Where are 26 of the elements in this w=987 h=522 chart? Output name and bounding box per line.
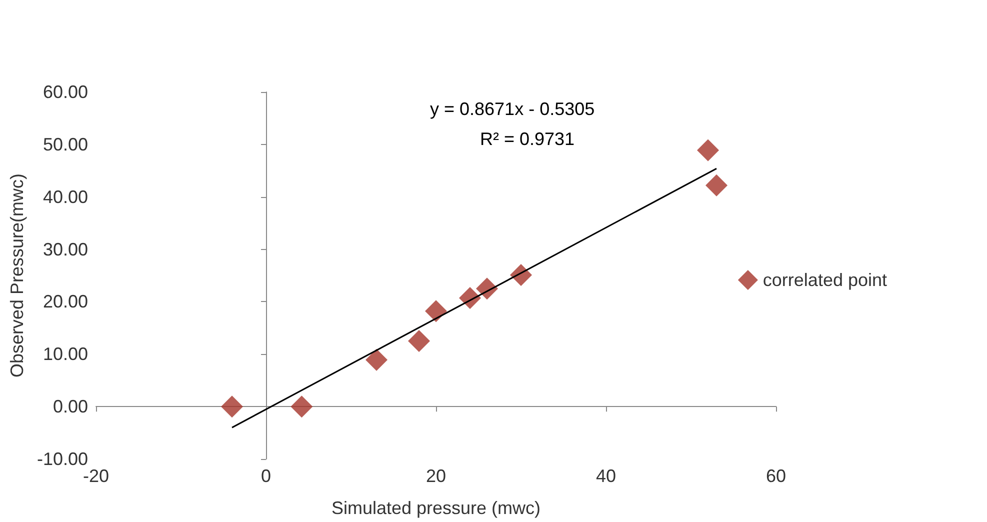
y-tick-label: 0.00 bbox=[52, 396, 88, 417]
x-tick-label: 20 bbox=[426, 466, 446, 486]
y-tick-label: 10.00 bbox=[42, 344, 88, 364]
y-tick-label: 50.00 bbox=[42, 134, 88, 154]
x-axis-title: Simulated pressure (mwc) bbox=[331, 498, 541, 518]
x-tick-label: -20 bbox=[82, 466, 110, 486]
point bbox=[290, 396, 313, 418]
x-tick-label: 40 bbox=[596, 466, 616, 486]
legend-label: correlated point bbox=[762, 270, 888, 290]
y-tick-label: 20.00 bbox=[42, 292, 88, 312]
x-tick-label: 60 bbox=[766, 466, 786, 486]
y-tick-label: -10.00 bbox=[36, 449, 88, 469]
point bbox=[366, 348, 388, 371]
point bbox=[706, 174, 728, 196]
point bbox=[510, 264, 532, 286]
x-tick-label: 0 bbox=[260, 466, 272, 486]
y-tick-label: 30.00 bbox=[42, 239, 88, 260]
annotation: y = 0.8671x - 0.5305 bbox=[430, 99, 595, 119]
annotation: R² = 0.9731 bbox=[480, 129, 575, 149]
y-axis-title: Observed Pressure(mwc) bbox=[7, 173, 27, 378]
y-tick-label: 60.00 bbox=[42, 82, 88, 102]
point bbox=[425, 300, 447, 322]
point bbox=[408, 330, 430, 352]
y-tick-label: 40.00 bbox=[42, 186, 88, 207]
point bbox=[221, 396, 243, 418]
point bbox=[697, 139, 719, 162]
